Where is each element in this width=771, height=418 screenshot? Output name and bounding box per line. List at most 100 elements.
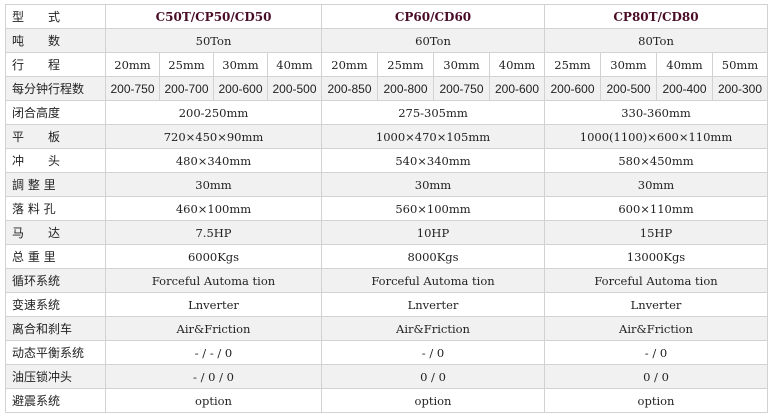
- row-label: 动态平衡系统: [5, 340, 106, 365]
- table-row: 动态平衡系统 - / - / 0- / 0- / 0: [5, 340, 768, 365]
- table-cell: 30mm: [600, 52, 657, 77]
- table-cell: 1000×470×105mm: [321, 124, 545, 149]
- model-header-cell: C50T/CP50/CD50: [105, 4, 322, 29]
- table-cell: 10HP: [321, 220, 545, 245]
- table-cell: 30mm: [321, 172, 545, 197]
- table-row: 行 程 20mm 25mm 30mm 40mm 20mm 25mm 30mm 40mm 25mm 3…: [5, 52, 768, 77]
- row-label: 落 料 孔: [5, 196, 106, 221]
- table-cell: 40mm: [656, 52, 713, 77]
- table-cell: 40mm: [489, 52, 545, 77]
- table-row: 吨 数 50Ton 60Ton 80Ton: [5, 28, 768, 53]
- table-row: 型 式 C50T/CP50/CD50 CP60/CD60 CP80T/CD80: [5, 4, 768, 29]
- table-row: 冲 头 480×340mm 540×340mm 580×450mm: [5, 148, 768, 173]
- table-row: 每分钟行程数 200-750 200-700 200-600 200-500 200-85…: [5, 76, 768, 101]
- table-cell: option: [105, 388, 322, 413]
- table-cell: - / - / 0: [105, 340, 322, 365]
- table-cell: 275-305mm: [321, 100, 545, 125]
- table-cell: 200-700: [159, 76, 214, 101]
- table-cell: 8000Kgs: [321, 244, 545, 269]
- row-label: 冲 头: [5, 148, 106, 173]
- table-cell: 0 / 0: [544, 364, 768, 389]
- table-cell: option: [544, 388, 768, 413]
- table-cell: 330-360mm: [544, 100, 768, 125]
- table-row: 落 料 孔 460×100mm 560×100mm 600×110mm: [5, 196, 768, 221]
- table-cell: 7.5HP: [105, 220, 322, 245]
- table-row: 循环系统 Forceful Automa tion Forceful Automa …: [5, 268, 768, 293]
- model-header-cell: CP60/CD60: [321, 4, 545, 29]
- table-cell: - / 0 / 0: [105, 364, 322, 389]
- row-label: 吨 数: [5, 28, 106, 53]
- table-cell: Lnverter: [544, 292, 768, 317]
- table-cell: - / 0: [544, 340, 768, 365]
- table-cell: 25mm: [544, 52, 601, 77]
- table-cell: 200-500: [600, 76, 657, 101]
- table-cell: 0 / 0: [321, 364, 545, 389]
- table-cell: 30mm: [433, 52, 490, 77]
- table-cell: 460×100mm: [105, 196, 322, 221]
- table-cell: 80Ton: [544, 28, 768, 53]
- table-cell: 50mm: [712, 52, 768, 77]
- table-cell: 20mm: [105, 52, 160, 77]
- table-cell: 200-600: [213, 76, 268, 101]
- row-label: 每分钟行程数: [5, 76, 106, 101]
- table-cell: 200-800: [377, 76, 434, 101]
- table-cell: Forceful Automa tion: [321, 268, 545, 293]
- table-cell: - / 0: [321, 340, 545, 365]
- table-cell: 580×450mm: [544, 148, 768, 173]
- table-cell: 200-250mm: [105, 100, 322, 125]
- table-cell: 600×110mm: [544, 196, 768, 221]
- row-label: 油压锁冲头: [5, 364, 106, 389]
- table-cell: 200-600: [489, 76, 545, 101]
- table-cell: 13000Kgs: [544, 244, 768, 269]
- table-cell: 25mm: [159, 52, 214, 77]
- table-cell: 560×100mm: [321, 196, 545, 221]
- table-cell: 20mm: [321, 52, 378, 77]
- table-cell: 15HP: [544, 220, 768, 245]
- table-cell: 60Ton: [321, 28, 545, 53]
- table-row: 总 重 里 6000Kgs 8000Kgs 13000Kgs: [5, 244, 768, 269]
- model-header-cell: CP80T/CD80: [544, 4, 768, 29]
- table-cell: 30mm: [544, 172, 768, 197]
- table-cell: 30mm: [213, 52, 268, 77]
- table-row: 马 达 7.5HP 10HP 15HP: [5, 220, 768, 245]
- table-row: 闭合高度 200-250mm 275-305mm 330-360mm: [5, 100, 768, 125]
- row-label: 总 重 里: [5, 244, 106, 269]
- table-row: 平 板 720×450×90mm 1000×470×105mm 1000(1100)×…: [5, 124, 768, 149]
- table-cell: Forceful Automa tion: [105, 268, 322, 293]
- row-label: 变速系统: [5, 292, 106, 317]
- row-label: 循环系统: [5, 268, 106, 293]
- table-cell: 200-600: [544, 76, 601, 101]
- table-row: 調 整 里 30mm 30mm 30mm: [5, 172, 768, 197]
- table-cell: 6000Kgs: [105, 244, 322, 269]
- row-label: 調 整 里: [5, 172, 106, 197]
- row-label: 离合和刹车: [5, 316, 106, 341]
- table-cell: 200-400: [656, 76, 713, 101]
- row-label: 避震系统: [5, 388, 106, 413]
- table-cell: Lnverter: [321, 292, 545, 317]
- table-cell: 540×340mm: [321, 148, 545, 173]
- table-cell: 200-750: [105, 76, 160, 101]
- table-cell: 30mm: [105, 172, 322, 197]
- table-cell: 480×340mm: [105, 148, 322, 173]
- table-cell: option: [321, 388, 545, 413]
- table-cell: 200-500: [267, 76, 322, 101]
- table-cell: Air&Friction: [105, 316, 322, 341]
- table-cell: Air&Friction: [544, 316, 768, 341]
- table-row: 离合和刹车 Air&Friction Air&Friction Air&Frictio…: [5, 316, 768, 341]
- row-label: 行 程: [5, 52, 106, 77]
- row-label: 马 达: [5, 220, 106, 245]
- table-cell: Lnverter: [105, 292, 322, 317]
- table-cell: 720×450×90mm: [105, 124, 322, 149]
- table-cell: 200-300: [712, 76, 768, 101]
- table-cell: 40mm: [267, 52, 322, 77]
- table-cell: 25mm: [377, 52, 434, 77]
- table-row: 变速系统 Lnverter Lnverter Lnverter: [5, 292, 768, 317]
- table-cell: Forceful Automa tion: [544, 268, 768, 293]
- table-cell: Air&Friction: [321, 316, 545, 341]
- table-cell: 50Ton: [105, 28, 322, 53]
- table-cell: 1000(1100)×600×110mm: [544, 124, 768, 149]
- table-cell: 200-750: [433, 76, 490, 101]
